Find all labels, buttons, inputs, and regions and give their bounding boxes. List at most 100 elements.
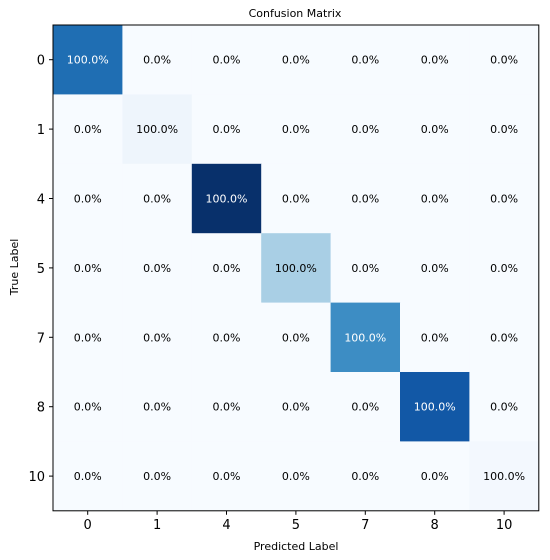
heatmap-cell — [191, 94, 262, 165]
heatmap-cell — [261, 441, 332, 512]
heatmap-cell — [469, 302, 540, 373]
cell-value-label: 0.0% — [282, 331, 310, 344]
cell-value-label: 0.0% — [421, 123, 449, 136]
cell-value-label: 0.0% — [143, 193, 171, 206]
y-tick-label: 4 — [37, 193, 45, 208]
cell-value-label: 0.0% — [490, 401, 518, 414]
heatmap-cell — [191, 163, 262, 234]
y-axis-label: True Label — [8, 239, 21, 297]
heatmap-cell — [53, 372, 123, 442]
x-tick-label: 8 — [431, 518, 439, 533]
cell-value-label: 100.0% — [414, 401, 456, 414]
cell-value-label: 0.0% — [490, 54, 518, 67]
cell-value-label: 0.0% — [282, 193, 310, 206]
cell-value-label: 0.0% — [143, 331, 171, 344]
cell-value-label: 0.0% — [421, 54, 449, 67]
plot-area: 100.0% 0.0% 0.0% 0.0% 0.0% 0.0% 0.0% 0.0% 100.0%… — [52, 24, 540, 512]
heatmap-cell — [122, 372, 193, 442]
cell-value-label: 0.0% — [490, 331, 518, 344]
heatmap-cell — [122, 302, 193, 373]
cell-value-label: 0.0% — [213, 54, 241, 67]
x-tick-label: 10 — [496, 518, 513, 533]
y-tick-label: 5 — [37, 262, 45, 277]
cell-value-label: 100.0% — [136, 123, 178, 136]
cell-value-label: 0.0% — [282, 54, 310, 67]
heatmap-cell — [469, 441, 540, 512]
cell-value-label: 0.0% — [282, 470, 310, 483]
cell-value-label: 0.0% — [351, 123, 379, 136]
heatmap-cell — [469, 25, 540, 95]
heatmap-cell — [330, 94, 401, 165]
cell-value-label: 0.0% — [213, 470, 241, 483]
heatmap-cell — [122, 441, 193, 512]
cell-value-label: 0.0% — [143, 470, 171, 483]
cell-value-label: 0.0% — [490, 193, 518, 206]
heatmap-cell — [469, 372, 540, 442]
heatmap-cell — [122, 94, 193, 165]
cell-value-label: 0.0% — [74, 262, 102, 275]
heatmap-cell — [469, 233, 540, 304]
cell-value-label: 0.0% — [490, 262, 518, 275]
heatmap-cell — [122, 25, 193, 95]
heatmap-cell — [191, 441, 262, 512]
x-axis: 0 1 4 5 7 8 10 — [84, 510, 513, 533]
x-tick-label: 5 — [292, 518, 300, 533]
heatmap-cell — [53, 302, 123, 373]
chart-title: Confusion Matrix — [249, 7, 342, 20]
cell-value-label: 100.0% — [483, 470, 525, 483]
heatmap-cell — [261, 372, 332, 442]
heatmap-cell — [53, 441, 123, 512]
y-tick-label: 7 — [37, 331, 45, 346]
y-axis: 0 1 4 5 7 8 10 — [28, 54, 53, 485]
heatmap-cell — [261, 94, 332, 165]
cell-value-label: 0.0% — [351, 470, 379, 483]
heatmap-cell — [53, 163, 123, 234]
cell-value-label: 0.0% — [143, 54, 171, 67]
x-tick-label: 1 — [153, 518, 161, 533]
heatmap-cell — [261, 302, 332, 373]
cell-value-label: 0.0% — [74, 193, 102, 206]
y-tick-label: 8 — [37, 401, 45, 416]
x-tick-label: 4 — [222, 518, 230, 533]
heatmap-cell — [191, 302, 262, 373]
heatmap-cell — [330, 233, 401, 304]
heatmap-cell — [400, 94, 470, 165]
heatmap-cell — [191, 233, 262, 304]
cell-value-label: 0.0% — [213, 123, 241, 136]
heatmap-cell — [122, 163, 193, 234]
cell-value-label: 0.0% — [213, 262, 241, 275]
cell-value-label: 0.0% — [421, 262, 449, 275]
cell-value-label: 0.0% — [74, 123, 102, 136]
cell-value-label: 100.0% — [67, 54, 109, 67]
heatmap-cell — [330, 441, 401, 512]
y-tick-label: 10 — [28, 470, 45, 485]
y-tick-label: 0 — [37, 54, 45, 69]
cell-value-label: 0.0% — [143, 401, 171, 414]
x-tick-label: 0 — [84, 518, 92, 533]
heatmap-cell — [400, 233, 470, 304]
cell-value-label: 0.0% — [74, 331, 102, 344]
cell-value-label: 100.0% — [206, 193, 248, 206]
heatmap-cell — [469, 163, 540, 234]
cell-value-label: 0.0% — [282, 401, 310, 414]
cell-value-label: 0.0% — [421, 331, 449, 344]
cell-value-label: 0.0% — [213, 401, 241, 414]
heatmap-cell — [400, 302, 470, 373]
cell-value-label: 0.0% — [351, 262, 379, 275]
heatmap-cell — [330, 163, 401, 234]
x-axis-label: Predicted Label — [254, 540, 339, 553]
heatmap-cell — [330, 302, 401, 373]
heatmap-cell — [261, 233, 332, 304]
cell-value-label: 100.0% — [344, 331, 386, 344]
heatmap-cell — [53, 233, 123, 304]
cell-value-label: 0.0% — [143, 262, 171, 275]
heatmap-cell — [53, 25, 123, 95]
cell-value-label: 0.0% — [213, 331, 241, 344]
cell-value-label: 0.0% — [74, 401, 102, 414]
heatmap-cell — [191, 372, 262, 442]
heatmap-cell — [400, 163, 470, 234]
cell-value-label: 0.0% — [490, 123, 518, 136]
cell-value-label: 0.0% — [351, 54, 379, 67]
heatmap-cell — [400, 441, 470, 512]
cell-value-label: 0.0% — [74, 470, 102, 483]
